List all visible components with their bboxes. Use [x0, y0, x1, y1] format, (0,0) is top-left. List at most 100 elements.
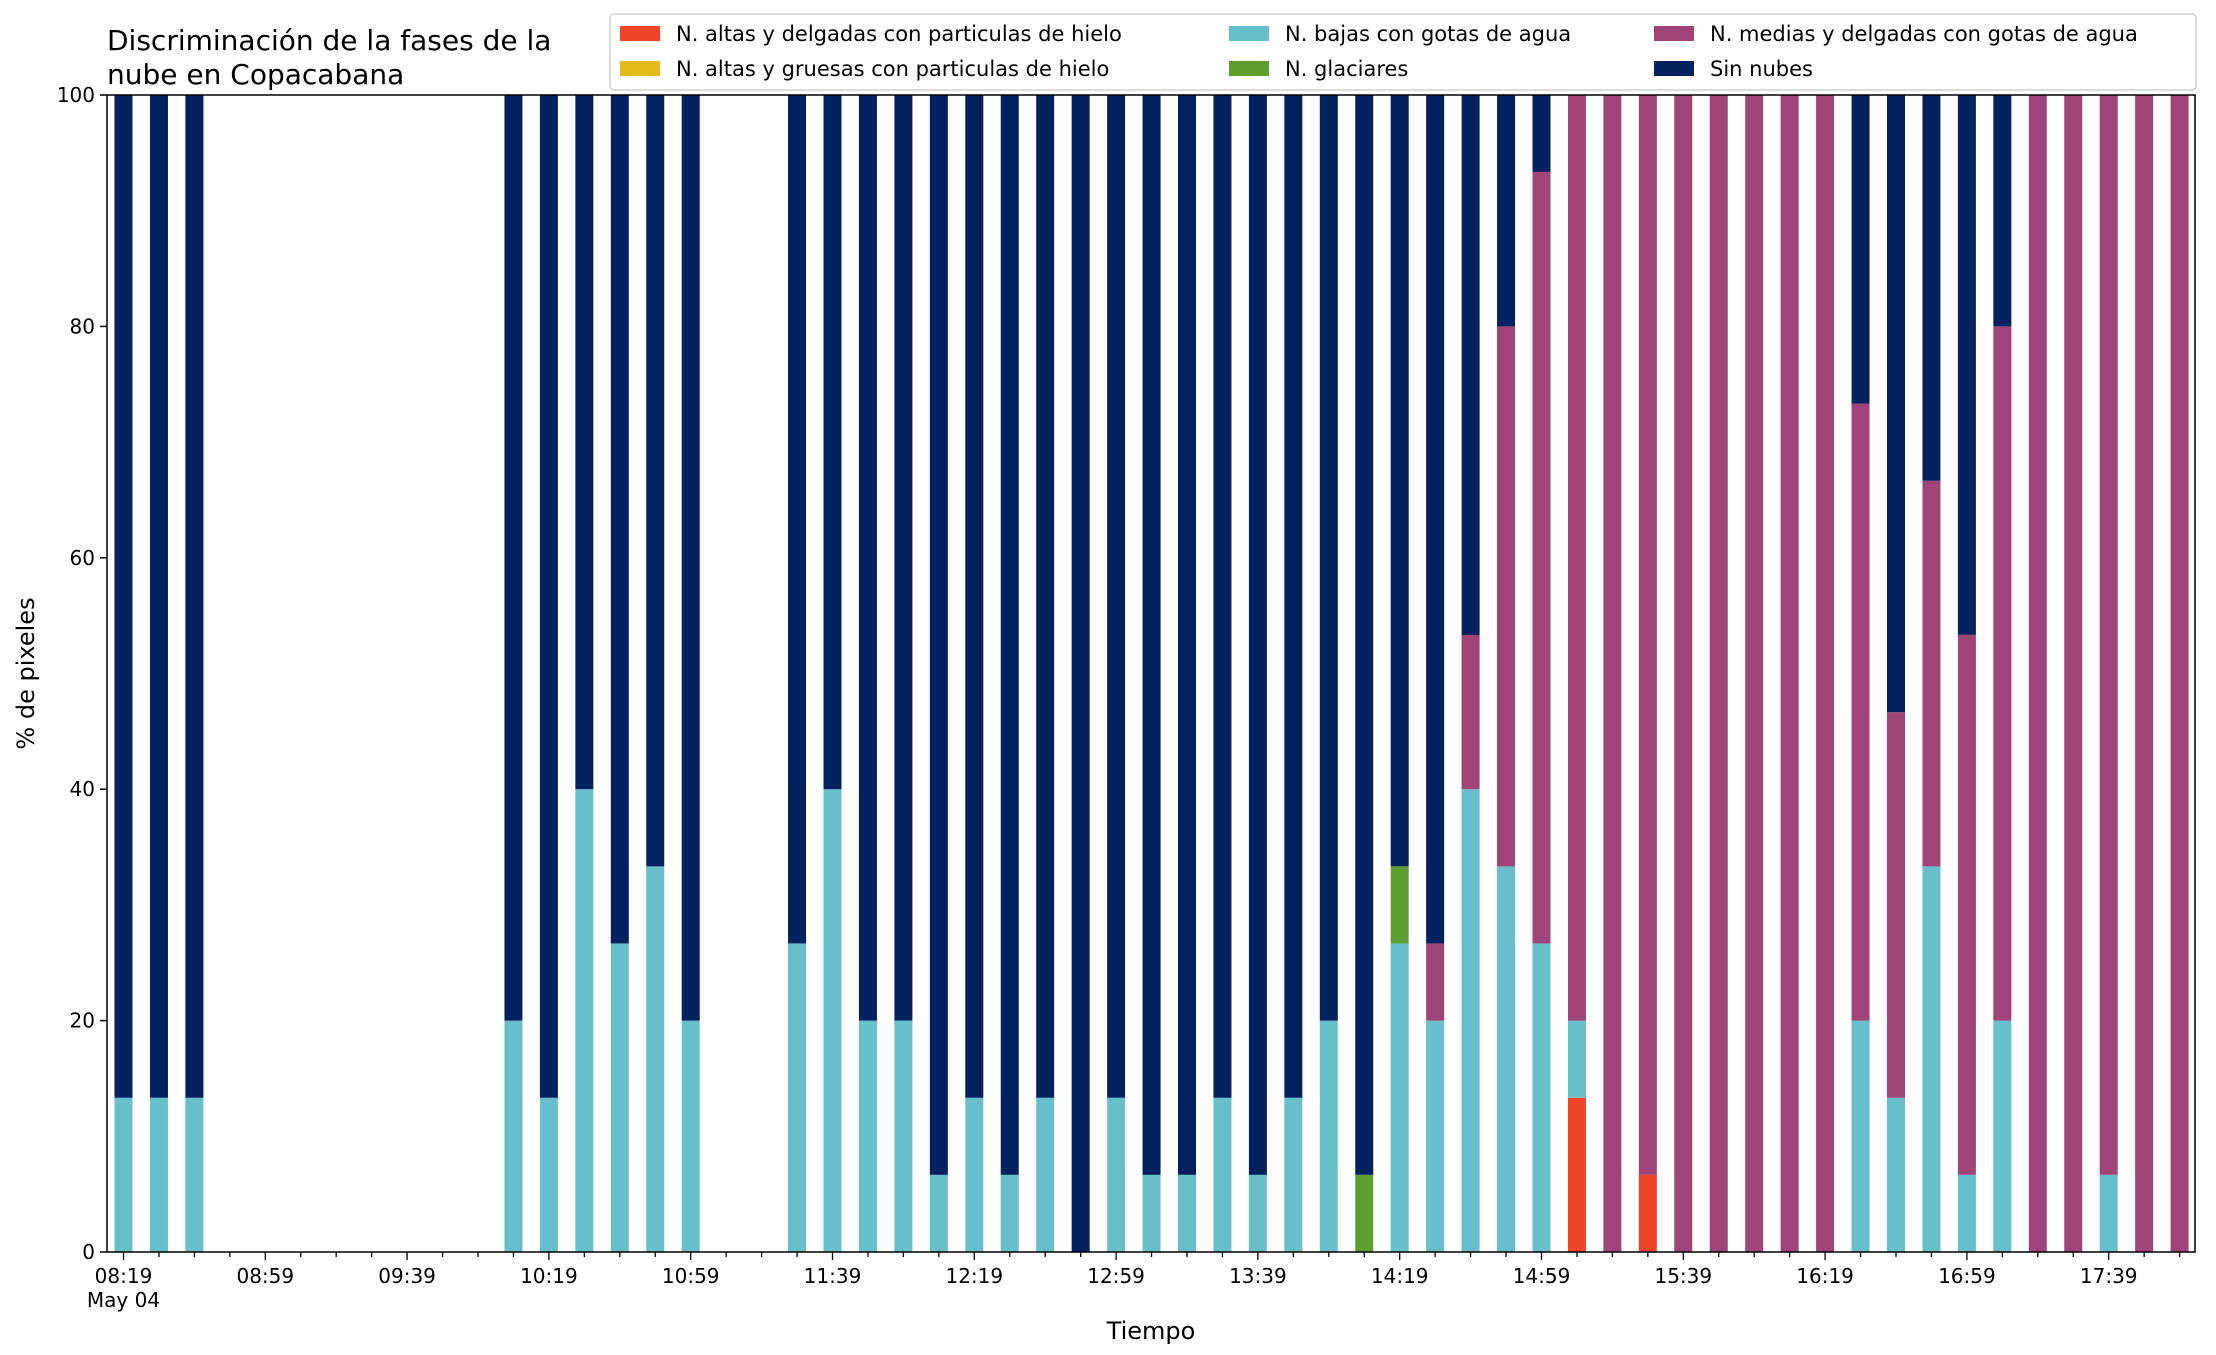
bar-segment — [823, 95, 842, 790]
bar-segment — [1284, 95, 1303, 1098]
bar-segment — [1957, 634, 1976, 1175]
y-tick-label: 100 — [57, 83, 95, 107]
bar-segment — [1887, 95, 1905, 713]
x-tick-label: 08:59 — [236, 1264, 294, 1288]
bar-segment — [1390, 943, 1409, 1252]
bar-segment — [1319, 1020, 1338, 1252]
bar-segment — [1816, 95, 1835, 1252]
bar-segment — [858, 1020, 877, 1252]
bar-segment — [1709, 95, 1728, 1252]
x-tick-label: 17:39 — [2080, 1264, 2138, 1288]
bar-segment — [1638, 1174, 1657, 1252]
legend-entry: N. medias y delgadas con gotas de agua — [1710, 22, 2138, 46]
y-tick-label: 40 — [70, 777, 95, 801]
bar-segment — [1036, 1097, 1055, 1252]
x-tick-label: 09:39 — [378, 1264, 436, 1288]
x-tick-label: 12:59 — [1087, 1264, 1145, 1288]
x-tick-label: 10:19 — [520, 1264, 578, 1288]
y-tick-label: 0 — [82, 1240, 95, 1264]
bar-segment — [1638, 95, 1657, 1175]
bar-segment — [1426, 95, 1445, 944]
bar-segment — [965, 95, 984, 1098]
bar-segment — [1993, 326, 2012, 1021]
y-tick-label: 20 — [70, 1009, 95, 1033]
legend-entry: N. glaciares — [1285, 57, 1408, 81]
bar-segment — [1674, 95, 1693, 1252]
bar-segment — [1851, 403, 1870, 1021]
bar-segment — [2135, 95, 2154, 1252]
bar-segment — [1993, 95, 2012, 327]
bar-segment — [1567, 1097, 1586, 1252]
bar-segment — [788, 95, 807, 944]
bar-segment — [1461, 95, 1480, 635]
bar-segment — [1107, 1097, 1126, 1252]
x-tick-label: 11:39 — [804, 1264, 862, 1288]
bar-segment — [1213, 1097, 1232, 1252]
bar-segment — [894, 95, 913, 1021]
bar-segment — [1887, 712, 1905, 1098]
x-tick-label: 15:39 — [1654, 1264, 1712, 1288]
y-axis-label: % de pixeles — [12, 597, 40, 749]
bar-segment — [1603, 95, 1622, 1252]
bar-segment — [149, 95, 168, 1098]
bar-segment — [2099, 1174, 2118, 1252]
bar-segment — [1922, 480, 1941, 867]
bar-segment — [575, 95, 594, 790]
x-tick-label: 16:19 — [1796, 1264, 1854, 1288]
chart-title-line: Discriminación de la fases de la — [107, 24, 551, 57]
chart-title-line: nube en Copacabana — [107, 58, 404, 91]
bar-segment — [1461, 789, 1480, 1252]
legend-swatch — [620, 61, 660, 76]
bar-segment — [1178, 1174, 1196, 1252]
bar-segment — [2064, 95, 2083, 1252]
legend-swatch — [1654, 61, 1694, 76]
bar-segment — [1567, 1020, 1586, 1098]
bar-segment — [1426, 943, 1445, 1021]
bar-segment — [185, 95, 204, 1098]
legend-entry: N. altas y gruesas con particulas de hie… — [676, 57, 1109, 81]
x-tick-label: 14:19 — [1371, 1264, 1429, 1288]
bar-segment — [2099, 95, 2118, 1175]
bar-segment — [1851, 1020, 1870, 1252]
bar-segment — [2028, 95, 2047, 1252]
bar-segment — [929, 95, 948, 1175]
bar-segment — [1851, 95, 1870, 404]
bar-segment — [114, 1097, 133, 1252]
x-tick-label: 16:59 — [1938, 1264, 1996, 1288]
bar-segment — [1922, 95, 1941, 481]
bar-segment — [1355, 95, 1374, 1175]
bar-segment — [610, 943, 629, 1252]
y-tick-label: 60 — [70, 546, 95, 570]
bar-segment — [1426, 1020, 1445, 1252]
bar-segment — [1319, 95, 1338, 1021]
bar-segment — [1957, 1174, 1976, 1252]
bar-segment — [1213, 95, 1232, 1098]
x-axis-label: Tiempo — [1106, 1317, 1196, 1345]
bar-segment — [1497, 866, 1516, 1252]
legend-entry: Sin nubes — [1710, 57, 1813, 81]
bar-segment — [1107, 95, 1126, 1098]
bar-segment — [1390, 866, 1409, 944]
x-tick-label: 13:39 — [1229, 1264, 1287, 1288]
bar-segment — [1461, 634, 1480, 790]
legend-entry: N. bajas con gotas de agua — [1285, 22, 1571, 46]
bar-segment — [1780, 95, 1799, 1252]
bar-segment — [114, 95, 133, 1098]
bar-segment — [1248, 1174, 1267, 1252]
bar-segment — [1142, 95, 1161, 1175]
bar-segment — [1284, 1097, 1303, 1252]
bar-segment — [1071, 95, 1090, 1252]
bar-segment — [646, 866, 665, 1252]
bar-segment — [610, 95, 629, 944]
bar-segment — [965, 1097, 984, 1252]
bar-segment — [1497, 326, 1516, 867]
bar-segment — [1390, 94, 1409, 867]
bar-segment — [1000, 1174, 1019, 1252]
bar-segment — [149, 1097, 168, 1252]
legend-swatch — [620, 26, 660, 41]
bar-segment — [504, 1020, 523, 1252]
legend-swatch — [1229, 26, 1269, 41]
bar-segment — [1922, 866, 1941, 1252]
